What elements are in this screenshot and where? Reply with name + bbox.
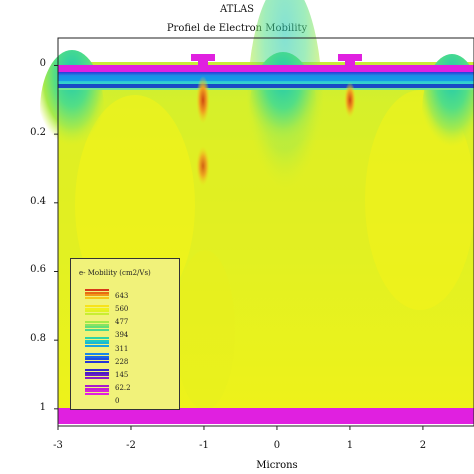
legend-swatch [85,387,109,390]
chart-title: ATLAS [219,4,255,15]
legend-swatch [85,323,109,326]
legend-swatch [85,371,109,374]
legend-swatch [85,353,109,355]
metal-contacts [58,54,474,424]
legend-swatch [85,369,109,371]
legend-swatch [85,355,109,358]
legend-swatch [85,305,109,307]
legend-swatch [85,360,109,363]
legend-level-label: 394 [115,331,129,340]
legend-swatch [85,385,109,387]
legend-swatch [85,337,109,339]
y-tick-label: 0.6 [30,264,46,276]
legend-swatch [85,376,109,379]
chart-subtitle: Profiel de Electron Mobility [166,23,308,34]
y-tick-label: 0.8 [30,333,46,345]
y-tick-label: 0.2 [30,127,46,139]
x-tick-label: 0 [273,440,281,451]
legend-swatch [85,390,109,392]
legend-swatch [85,392,109,395]
plot-frame [57,37,474,427]
legend-swatch [85,291,109,294]
legend-swatch [85,374,109,376]
x-tick-label: -3 [53,440,63,451]
legend-level-label: 0 [115,397,120,405]
legend-swatch [85,339,109,342]
legend: e- Mobility (cm2/Vs) 643 560 477 394 311 228 1… [70,258,180,410]
legend-swatch [85,294,109,296]
legend-swatch [85,289,109,291]
legend-level-label: 62.2 [115,383,131,392]
x-tick-label: -2 [126,440,136,451]
legend-swatch [85,307,109,310]
axis-ticks [54,64,424,430]
legend-swatch [85,310,109,312]
mobility-field [40,0,474,410]
x-tick-label: -1 [199,440,209,451]
x-tick-label: 2 [419,440,427,451]
legend-swatch [85,342,109,344]
legend-swatch [85,328,109,331]
legend-swatch [85,326,109,328]
legend-swatch [85,344,109,347]
legend-level-label: 145 [115,370,129,379]
legend-swatch [85,358,109,360]
legend-level-label: 643 [115,292,129,300]
y-tick-label: 0 [39,58,46,70]
legend-level-label: 560 [115,305,129,314]
legend-title: e- Mobility (cm2/Vs) [79,269,151,277]
x-tick-label: 1 [346,440,354,451]
legend-swatch [85,312,109,315]
legend-level-label: 311 [115,344,129,353]
legend-level-label: 477 [115,318,129,327]
legend-swatch [85,296,109,299]
legend-level-label: 228 [115,357,129,366]
y-tick-label: 0.4 [30,195,46,207]
legend-swatch [85,321,109,323]
y-tick-label: 1 [39,401,46,413]
x-axis-label: Microns [256,460,298,471]
